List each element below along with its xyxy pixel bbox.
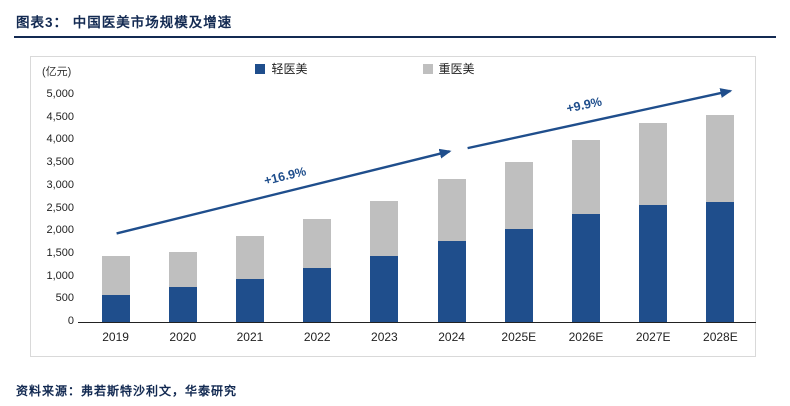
y-tick-label: 1,000 bbox=[46, 269, 74, 282]
x-tick-label: 2020 bbox=[169, 330, 197, 344]
legend-label-light: 轻医美 bbox=[271, 62, 308, 76]
y-tick-label: 3,500 bbox=[46, 156, 74, 169]
y-tick-label: 4,500 bbox=[46, 110, 74, 123]
bar-2028E bbox=[706, 114, 735, 322]
y-tick-label: 2,500 bbox=[46, 201, 74, 214]
x-axis-line bbox=[78, 322, 756, 323]
y-tick-label: 3,000 bbox=[46, 178, 74, 191]
segment-heavy bbox=[370, 200, 399, 257]
x-tick-label: 2023 bbox=[371, 330, 398, 344]
bar-2026E bbox=[572, 140, 600, 322]
bar-2020 bbox=[168, 251, 197, 322]
y-tick-label: 500 bbox=[55, 292, 74, 305]
y-tick-label: 2,000 bbox=[46, 224, 74, 237]
bar-2024 bbox=[437, 178, 466, 322]
legend-label-heavy: 重医美 bbox=[438, 62, 475, 76]
legend-swatch-heavy-icon bbox=[422, 63, 433, 74]
legend-item-light: 轻医美 bbox=[255, 60, 308, 77]
segment-heavy bbox=[168, 251, 197, 287]
bar-2027E bbox=[639, 123, 668, 322]
bar-2022 bbox=[303, 218, 332, 322]
segment-heavy bbox=[437, 178, 466, 242]
segment-light bbox=[168, 286, 197, 322]
chart-legend: 轻医美 重医美 bbox=[0, 60, 760, 77]
figure-title: 图表3： 中国医美市场规模及增速 bbox=[16, 15, 233, 30]
segment-light bbox=[706, 201, 735, 322]
legend-swatch-light-icon bbox=[255, 63, 266, 74]
segment-light bbox=[437, 241, 466, 322]
bar-2019 bbox=[101, 256, 130, 322]
y-tick-label: 5,000 bbox=[46, 88, 74, 100]
x-tick-label: 2025E bbox=[501, 330, 537, 344]
legend-item-heavy: 重医美 bbox=[422, 60, 475, 77]
title-divider bbox=[14, 36, 776, 38]
segment-heavy bbox=[639, 123, 668, 205]
x-tick-label: 2019 bbox=[102, 330, 129, 344]
segment-light bbox=[370, 256, 399, 322]
y-axis-unit-label: (亿元) bbox=[42, 66, 72, 78]
segment-heavy bbox=[572, 140, 600, 214]
segment-light bbox=[572, 213, 600, 322]
segment-light bbox=[236, 278, 264, 322]
bar-2023 bbox=[370, 200, 399, 322]
bar-2025E bbox=[504, 161, 533, 322]
x-tick-label: 2024 bbox=[438, 330, 465, 344]
x-tick-label: 2021 bbox=[236, 330, 264, 344]
segment-light bbox=[303, 267, 332, 322]
y-tick-label: 0 bbox=[67, 315, 74, 327]
y-tick-label: 4,000 bbox=[46, 133, 74, 146]
x-tick-label: 2026E bbox=[568, 330, 604, 344]
segment-heavy bbox=[303, 218, 332, 268]
segment-heavy bbox=[706, 114, 735, 202]
segment-light bbox=[101, 294, 130, 322]
x-tick-label: 2022 bbox=[303, 330, 331, 344]
segment-heavy bbox=[101, 256, 130, 295]
x-tick-label: 2028E bbox=[703, 330, 738, 344]
bar-2021 bbox=[236, 235, 264, 322]
y-tick-label: 1,500 bbox=[46, 246, 74, 259]
segment-heavy bbox=[504, 161, 533, 229]
x-tick-label: 2027E bbox=[635, 330, 671, 344]
segment-light bbox=[639, 204, 668, 322]
segment-heavy bbox=[236, 235, 264, 279]
source-note: 资料来源：弗若斯特沙利文，华泰研究 bbox=[16, 384, 238, 398]
segment-light bbox=[504, 228, 533, 322]
